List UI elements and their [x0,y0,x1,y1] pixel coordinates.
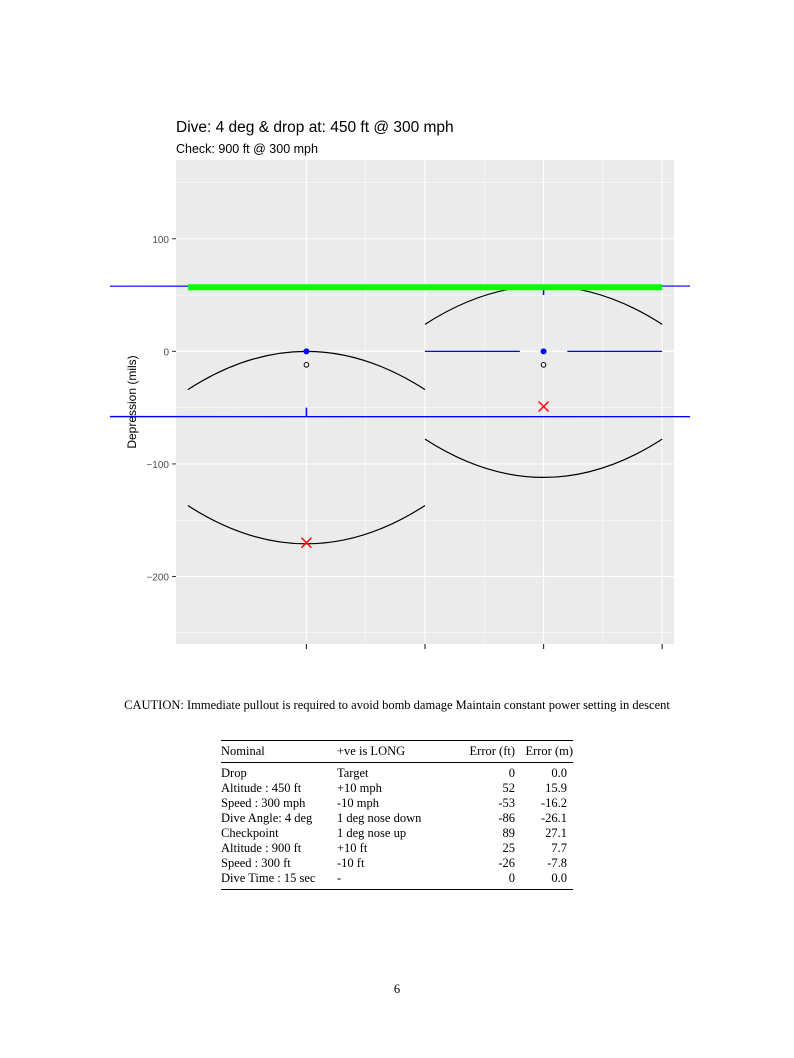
column-header-error-m: Error (m) [525,744,573,758]
column-header-nominal: Nominal [221,744,265,758]
impact-marker [538,401,550,412]
table-row: Speed : 300 mph -10 mph -53 -16.2 [221,796,573,811]
table-cell: Altitude : 450 ft [221,781,302,795]
y-tick-label: −200 [146,572,169,583]
table-row: Altitude : 450 ft +10 mph 52 15.9 [221,781,573,796]
aim-point [540,348,547,355]
table-cell: - [337,871,342,885]
arc-line [187,505,426,545]
chart-marks [110,284,690,549]
error-table: Nominal +ve is LONG Error (ft) Error (m)… [221,740,573,890]
table-cell: 0.0 [551,766,567,780]
table-cell: 0 [508,871,515,885]
arc-line [424,438,663,478]
table-cell: -10 ft [337,856,365,870]
table-cell: 52 [502,781,516,795]
column-header-error-ft: Error (ft) [469,744,515,758]
y-tick-label: 0 [163,347,169,358]
table-cell: 0.0 [551,871,567,885]
table-cell: 0 [508,766,515,780]
table-cell: 15.9 [545,781,567,795]
table-cell: 89 [502,826,516,840]
table-cell: -53 [498,796,515,810]
table-cell: Dive Angle: 4 deg [221,811,313,825]
bomb-sight-chart: Dive: 4 deg & drop at: 450 ft @ 300 mph … [110,119,690,649]
table-cell: -26.1 [540,811,567,825]
table-cell: Target [337,766,369,780]
table-row: Checkpoint 1 deg nose up 89 27.1 [221,826,573,841]
table-cell: -16.2 [540,796,567,810]
check-point [540,362,547,368]
caution-note: CAUTION: Immediate pullout is required t… [124,698,670,712]
table-row: Altitude : 900 ft +10 ft 25 7.7 [221,841,573,856]
column-header-direction: +ve is LONG [337,744,406,758]
table-header-row: Nominal +ve is LONG Error (ft) Error (m) [221,740,573,763]
gridlines [176,160,674,644]
table-cell: -10 mph [337,796,380,810]
table-cell: -86 [498,811,515,825]
table-cell: +10 mph [337,781,382,795]
check-point [303,362,310,368]
chart-title: Dive: 4 deg & drop at: 450 ft @ 300 mph [176,119,454,136]
table-cell: -26 [498,856,515,870]
chart-subtitle: Check: 900 ft @ 300 mph [176,142,318,156]
y-tick-label: −100 [146,460,169,471]
table-cell: 1 deg nose down [337,811,422,825]
y-tick-label: 100 [152,235,169,246]
aim-point [303,348,310,355]
table-cell: Drop [221,766,247,780]
table-cell: 27.1 [545,826,567,840]
table-cell: Checkpoint [221,826,279,840]
table-cell: Speed : 300 ft [221,856,291,870]
table-cell: Speed : 300 mph [221,796,306,810]
table-cell: 7.7 [551,841,567,855]
table-cell: -7.8 [547,856,567,870]
table-row: Drop Target 0 0.0 [221,763,573,782]
page-number: 6 [393,982,401,996]
impact-marker [300,537,312,549]
table-row: Speed : 300 ft -10 ft -26 -7.8 [221,856,573,871]
axes: 100 0 −100 −200 [146,235,663,649]
table-cell: +10 ft [337,841,368,855]
table-cell: 1 deg nose up [337,826,407,840]
table-cell: 25 [502,841,516,855]
table-row: Dive Time : 15 sec - 0 0.0 [221,871,573,890]
table-cell: Altitude : 900 ft [221,841,302,855]
table-cell: Dive Time : 15 sec [221,871,316,885]
table-row: Dive Angle: 4 deg 1 deg nose down -86 -26.1 [221,811,573,826]
y-axis-title: Depression (mils) [125,355,139,448]
